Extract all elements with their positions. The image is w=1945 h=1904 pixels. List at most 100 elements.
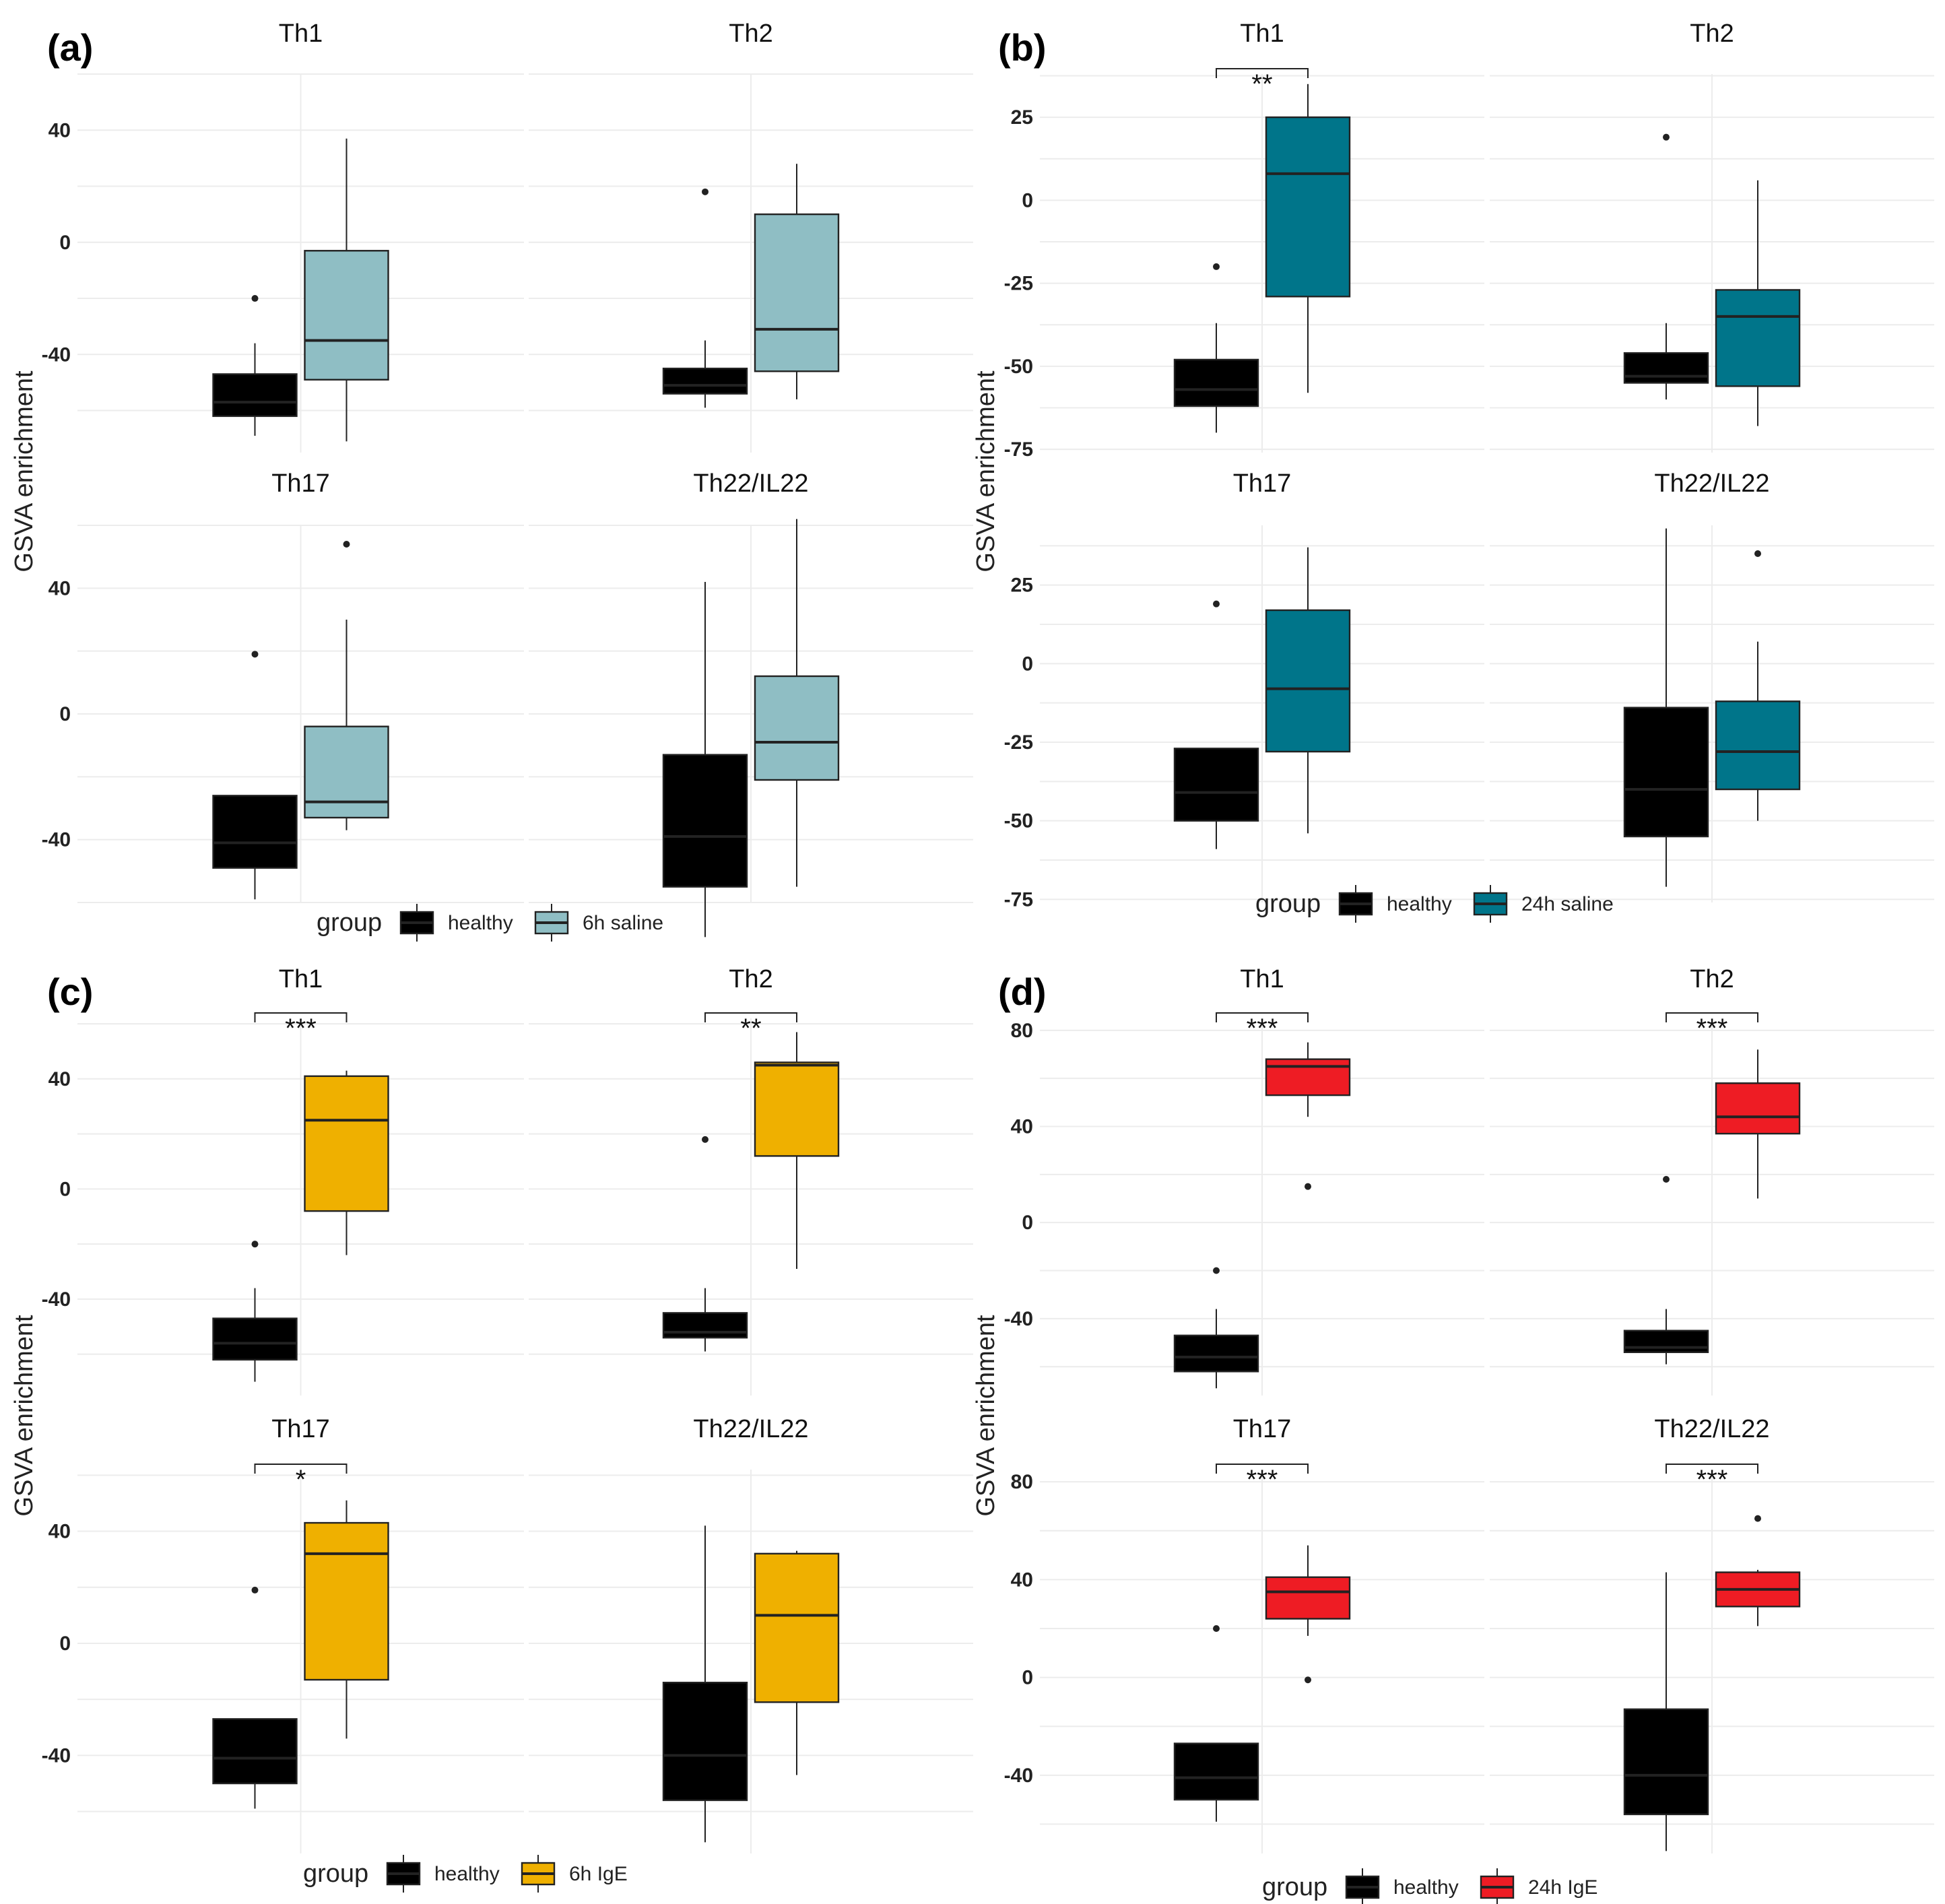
y-tick-label: -75 xyxy=(1004,888,1033,911)
facet-th22-il22: Th22/IL22 xyxy=(529,469,973,938)
box-treatment xyxy=(754,164,840,399)
legend: group healthy 6h IgE xyxy=(303,1855,628,1893)
box-iqr xyxy=(662,1312,748,1339)
box-iqr xyxy=(754,1552,840,1703)
y-tick-label: 0 xyxy=(1022,1667,1033,1689)
bracket-line xyxy=(1216,68,1309,78)
facet-title: Th2 xyxy=(729,965,772,993)
legend-label: 6h saline xyxy=(583,912,663,934)
y-tick-label: 40 xyxy=(48,119,71,141)
legend-label: healthy xyxy=(1393,1876,1459,1899)
facet-th2: Th2 ** xyxy=(529,965,973,1396)
facet-title: Th1 xyxy=(1240,965,1284,993)
panel-a: (a) GSVA enrichment 40 0 -40 Th1 Th2 40 0 -40 Th17… xyxy=(10,20,973,942)
box-iqr xyxy=(212,1317,298,1361)
legend-label: healthy xyxy=(1387,893,1452,915)
legend-key-healthy: healthy xyxy=(386,1855,500,1893)
significance-bracket: * xyxy=(254,1464,348,1495)
y-tick-label: -75 xyxy=(1004,438,1033,461)
y-tick-label: 0 xyxy=(59,1633,71,1655)
y-tick-label: 25 xyxy=(1011,106,1033,129)
significance-bracket: ** xyxy=(704,1012,797,1043)
legend-key-treatment: 6h IgE xyxy=(521,1855,628,1893)
y-tick-label: 0 xyxy=(1022,1212,1033,1234)
facet-th2: Th2 *** xyxy=(1490,965,1934,1396)
facet-title: Th1 xyxy=(279,965,323,993)
legend-key-healthy: healthy xyxy=(1338,885,1452,923)
facet-th1: Th1 xyxy=(77,20,524,453)
legend-title: group xyxy=(317,909,382,937)
panel-c: (c) GSVA enrichment 40 0 -40 Th1 *** Th2 ** 40 0 -4… xyxy=(10,965,973,1893)
significance-bracket: ** xyxy=(1216,68,1309,99)
legend-key-treatment: 24h saline xyxy=(1473,885,1614,923)
y-tick-label: 0 xyxy=(59,703,71,725)
facet-th1: Th1 ** xyxy=(1040,20,1484,453)
box-treatment xyxy=(1715,550,1801,821)
outlier-point xyxy=(1663,133,1670,141)
facet-th2: Th2 xyxy=(1490,20,1934,453)
legend-label: 24h saline xyxy=(1521,893,1614,915)
significance-label: *** xyxy=(1696,1465,1728,1495)
box-treatment xyxy=(1715,1515,1801,1627)
bracket-line xyxy=(1666,1012,1758,1022)
outlier-point xyxy=(251,295,259,302)
box-iqr xyxy=(1173,358,1259,407)
outlier-point xyxy=(343,541,350,548)
box-treatment xyxy=(1715,180,1801,426)
facet-title: Th17 xyxy=(1233,469,1292,498)
box-healthy xyxy=(1623,133,1709,400)
y-tick-label: 80 xyxy=(1011,1471,1033,1493)
outlier-point xyxy=(1754,550,1761,557)
facet-th17: Th17 *** xyxy=(1040,1415,1484,1853)
bracket-line xyxy=(1666,1464,1758,1474)
box-treatment xyxy=(1265,1545,1351,1684)
box-treatment xyxy=(1265,84,1351,393)
facet-title: Th1 xyxy=(279,20,323,48)
box-iqr xyxy=(1623,707,1709,838)
y-tick-label: 80 xyxy=(1011,1020,1033,1042)
box-iqr xyxy=(304,725,389,819)
legend: group healthy 6h saline xyxy=(317,904,663,942)
box-iqr xyxy=(754,675,840,781)
legend-key-treatment: 24h IgE xyxy=(1480,1868,1597,1904)
box-iqr xyxy=(662,367,748,395)
outlier-point xyxy=(251,1241,259,1248)
significance-label: *** xyxy=(1696,1014,1728,1043)
facet-title: Th17 xyxy=(271,1415,330,1443)
facet-title: Th22/IL22 xyxy=(693,1415,808,1443)
legend-key-healthy: healthy xyxy=(399,904,513,942)
y-axis-label: GSVA enrichment xyxy=(972,1315,1000,1517)
box-treatment xyxy=(754,1550,840,1775)
box-iqr xyxy=(1173,748,1259,822)
y-tick-label: 40 xyxy=(1011,1569,1033,1591)
significance-bracket: *** xyxy=(1216,1012,1309,1043)
bracket-line xyxy=(1216,1464,1309,1474)
box-healthy xyxy=(662,1136,748,1352)
y-tick-label: 0 xyxy=(1022,189,1033,211)
facet-title: Th22/IL22 xyxy=(1654,1415,1769,1443)
legend: group healthy 24h saline xyxy=(1255,885,1614,923)
facet-th1: Th1 *** xyxy=(1040,965,1484,1396)
box-iqr xyxy=(1265,116,1351,298)
significance-label: *** xyxy=(1247,1465,1278,1495)
y-tick-label: 40 xyxy=(48,1521,71,1543)
box-iqr xyxy=(754,1061,840,1157)
panel-d: (d) GSVA enrichment 80 40 0 -40 Th1 *** Th2 *** 80… xyxy=(972,965,1934,1904)
facet-title: Th2 xyxy=(1690,20,1734,48)
y-tick-label: 40 xyxy=(48,1068,71,1090)
y-tick-label: -40 xyxy=(42,1288,71,1311)
legend-label: 24h IgE xyxy=(1528,1876,1597,1899)
box-treatment xyxy=(304,1070,389,1255)
panel-b: (b) GSVA enrichment 25 0 -25 -50 -75 Th1 ** Th2 25… xyxy=(972,20,1934,923)
panel-label: (d) xyxy=(998,971,1047,1013)
facet-title: Th17 xyxy=(271,469,330,498)
significance-label: ** xyxy=(740,1014,761,1043)
box-iqr xyxy=(1715,1082,1801,1135)
facet-th17: Th17 xyxy=(77,469,524,903)
box-iqr xyxy=(212,1718,298,1785)
box-iqr xyxy=(1265,1576,1351,1620)
y-tick-label: -40 xyxy=(42,829,71,851)
outlier-point xyxy=(1213,1267,1220,1274)
box-iqr xyxy=(304,1521,389,1681)
box-treatment xyxy=(754,519,840,887)
